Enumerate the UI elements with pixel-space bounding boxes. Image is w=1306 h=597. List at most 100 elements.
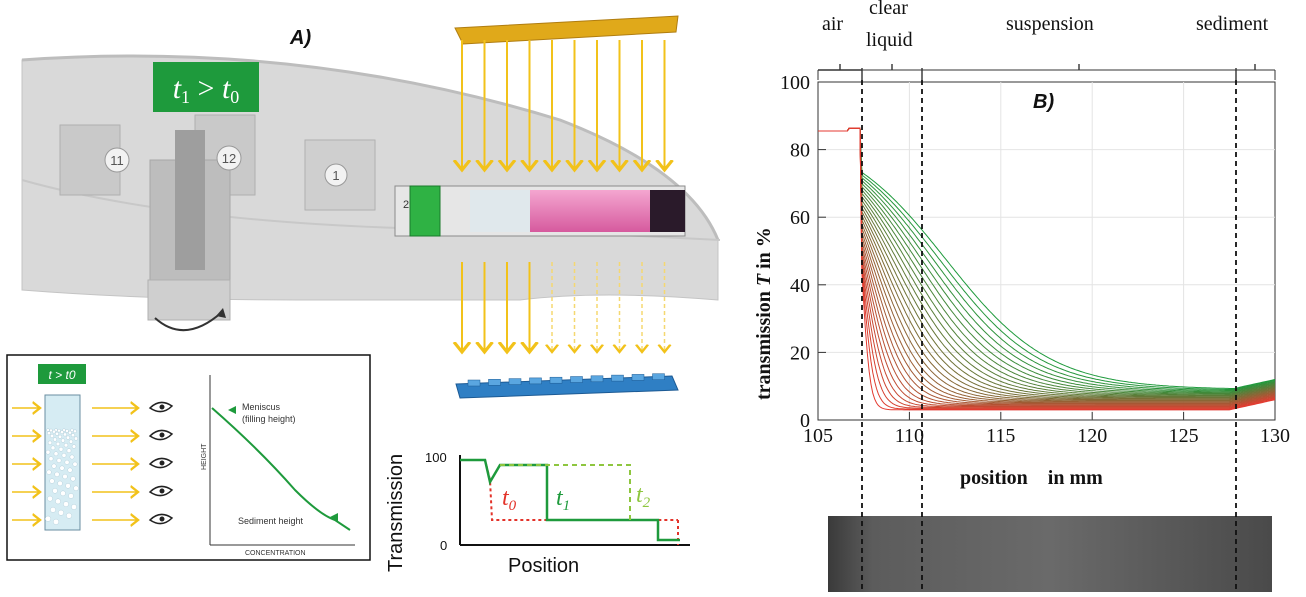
detector-eye-icon (148, 485, 174, 497)
particle (55, 431, 59, 436)
particle (62, 428, 66, 432)
transmission-profile-line (818, 127, 1276, 403)
transmission-profile-chart: 105 110 115 120 125 130 0 20 40 60 80 100 air clear… (753, 0, 1290, 489)
mini-chart-t2: t2 (636, 482, 651, 511)
x-tick-label: 115 (986, 425, 1015, 447)
rotor-position-12 (216, 145, 242, 171)
transmission-profile-line (818, 127, 1276, 410)
particle (48, 456, 54, 462)
particle (60, 438, 66, 443)
particle (50, 433, 54, 438)
particle (71, 504, 77, 510)
particle (57, 480, 63, 487)
transmission-profile-line (818, 127, 1276, 404)
particle (65, 483, 71, 489)
transmission-profile-line (818, 127, 1276, 408)
particle (64, 459, 70, 465)
transmission-profile-line (818, 127, 1276, 392)
transmission-profile-line (818, 127, 1276, 411)
y-tick-label: 80 (790, 140, 810, 162)
particle (51, 463, 57, 469)
particle (45, 515, 51, 522)
particle (63, 432, 67, 437)
detector-array (455, 373, 679, 399)
particle (70, 428, 74, 432)
particle (71, 433, 75, 438)
region-suspension: suspension (1006, 13, 1094, 35)
transmission-profile-line (818, 127, 1276, 402)
panel-b-label: B) (1033, 91, 1054, 113)
inset-sedimentation: t > t0 Meniscus (filling height) Sedimen… (6, 354, 371, 561)
x-tick-label: 105 (803, 425, 833, 447)
x-tick-label: 110 (895, 425, 924, 447)
y-tick-label: 0 (800, 410, 810, 432)
particle (50, 445, 56, 451)
rotor-position-12-label: 12 (222, 151, 236, 166)
detector-cell (590, 375, 604, 383)
x-axis-label: position in mm (960, 467, 1103, 489)
transmission-profile-line (818, 127, 1276, 405)
particle (49, 478, 55, 484)
transmission-profile-line (818, 127, 1276, 399)
particle (52, 429, 56, 434)
detector-eye-pupil (159, 516, 165, 522)
rotor-position-2-label: 2 (403, 199, 409, 211)
transmission-profile-line (818, 127, 1276, 396)
particle (55, 498, 61, 505)
detector-eye-pupil (159, 432, 165, 438)
transmission-profile-line (818, 127, 1276, 389)
particle (47, 495, 53, 502)
detector-cell (652, 373, 665, 380)
transmission-profile-line (818, 127, 1276, 390)
mini-chart-t1: t1 (556, 485, 570, 514)
y-tick-label: 20 (790, 342, 810, 364)
particle (68, 439, 74, 444)
rotor-position-1 (324, 163, 348, 187)
incident-light-rays (462, 40, 665, 170)
particle (71, 444, 77, 449)
particle (58, 447, 64, 452)
transmission-profile-line (818, 127, 1276, 396)
sample-photo (828, 516, 1272, 592)
transmission-profile-line (818, 127, 1276, 398)
detector-eye-icon (148, 401, 174, 413)
particle (45, 449, 51, 455)
x-tick-label: 130 (1260, 425, 1290, 447)
rotor-position-11-label: 11 (110, 153, 124, 168)
transmission-profile-line (818, 127, 1276, 403)
transmission-profile-line (818, 127, 1276, 394)
particle (63, 501, 69, 507)
detector-eye-icon (148, 457, 174, 469)
particle (58, 509, 64, 516)
particle (46, 428, 50, 432)
mini-chart-tick-100: 100 (425, 450, 447, 465)
detector-cell (529, 377, 542, 385)
particle (56, 458, 62, 463)
transmission-profile-line (818, 127, 1276, 393)
transmission-profile-line (818, 127, 1276, 391)
particle (53, 451, 59, 457)
particle (50, 506, 56, 513)
detector-cell (467, 379, 481, 387)
transmitted-light-rays (462, 262, 665, 352)
detector-eye-pupil (159, 460, 165, 466)
transmission-profile-line (818, 127, 1276, 409)
detector-cell (549, 376, 563, 384)
x-tick-label: 120 (1077, 425, 1107, 447)
particle (58, 434, 62, 439)
transmission-profile-line (818, 127, 1276, 406)
particle (73, 429, 77, 434)
particle (55, 441, 61, 447)
particle (53, 518, 59, 525)
detector-eye-icon (148, 429, 174, 441)
transmission-profile-line (818, 127, 1276, 400)
mini-chart-ylabel: Transmission (385, 454, 407, 572)
time-badge: t1 > t0 (153, 62, 259, 112)
detector-cell (631, 374, 645, 381)
inset-meniscus: Meniscus (242, 402, 281, 412)
mini-transmission-chart: 100 0 Transmission Position t0 t1 t2 (385, 450, 690, 577)
particle (63, 443, 69, 448)
rotor-position-1-label: 1 (332, 168, 339, 183)
particle (61, 453, 67, 458)
particle (65, 429, 69, 433)
